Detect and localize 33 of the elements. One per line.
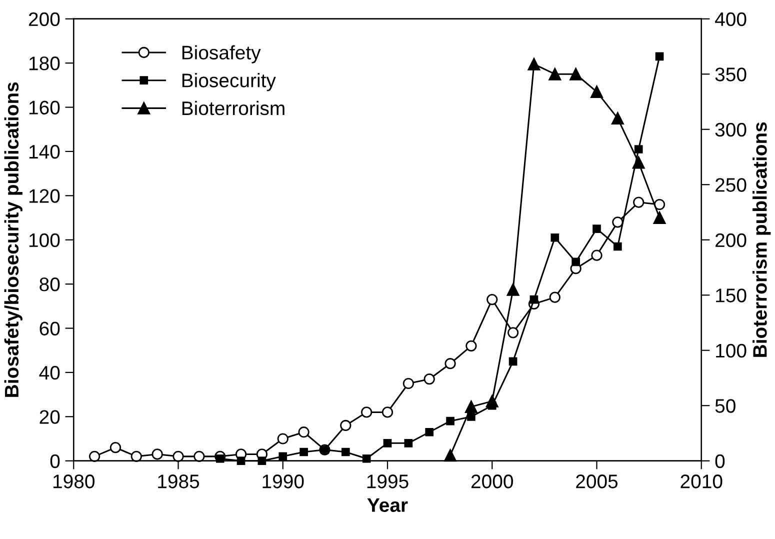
x-tick-label: 1980 xyxy=(53,474,94,488)
y-tick-label: 100 xyxy=(29,233,60,248)
y-tick-label: 20 xyxy=(40,410,60,424)
legend-label: Biosafety xyxy=(182,45,261,64)
y-tick-label: 140 xyxy=(29,144,60,159)
x-tick-label: 2005 xyxy=(576,474,618,488)
x-tick-label: 2010 xyxy=(680,474,722,488)
y-tick-label: 180 xyxy=(29,56,60,70)
y-tick-label: 60 xyxy=(40,322,60,336)
y2-tick-label: 0 xyxy=(715,454,725,468)
y2-tick-label: 50 xyxy=(715,399,736,413)
x-axis-title: Year xyxy=(367,498,408,512)
x-tick-label: 2000 xyxy=(471,474,513,488)
y2-tick-label: 250 xyxy=(716,178,746,192)
y2-tick-label: 400 xyxy=(715,12,746,26)
y2-tick-label: 300 xyxy=(715,122,746,137)
x-tick-label: 1995 xyxy=(367,474,408,488)
y2-tick-label: 200 xyxy=(716,233,746,248)
x-tick-label: 1985 xyxy=(158,474,200,488)
y2-tick-label: 100 xyxy=(716,344,746,358)
x-tick-label: 1990 xyxy=(262,474,304,488)
y2-tick-label: 150 xyxy=(716,288,746,302)
y-axis-title: Biosafety/biosecurity publications xyxy=(4,82,22,397)
y2-axis-title: Bioterrorism publications xyxy=(752,122,771,357)
legend-label: Bioterrorism xyxy=(182,100,284,116)
y-tick-label: 40 xyxy=(39,366,60,380)
y-tick-label: 0 xyxy=(50,454,60,468)
y-tick-label: 160 xyxy=(29,100,60,114)
y-tick-label: 120 xyxy=(29,189,60,203)
legend-label: Biosecurity xyxy=(182,73,276,92)
y2-tick-label: 350 xyxy=(715,68,746,82)
y-tick-label: 200 xyxy=(28,12,60,26)
y-tick-label: 80 xyxy=(40,278,60,292)
